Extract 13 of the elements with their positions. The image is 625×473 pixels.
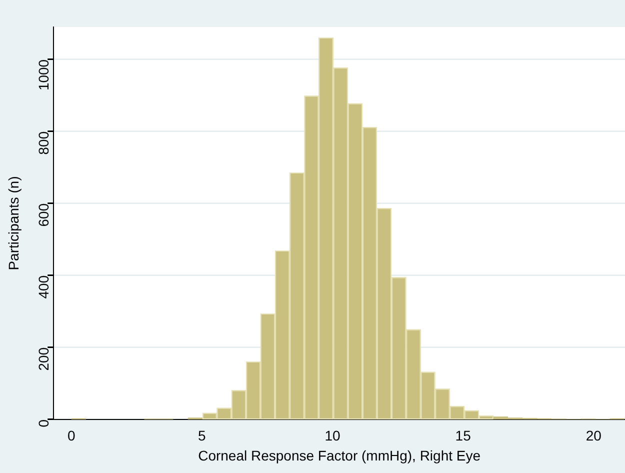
x-tick-label: 0	[67, 428, 76, 444]
y-tick-label: 200	[35, 347, 52, 371]
y-tick-label: 0	[35, 419, 52, 428]
x-axis-title: Corneal Response Factor (mmHg), Right Eye	[198, 447, 481, 464]
x-tick-label: 15	[455, 428, 472, 444]
x-tick-label: 20	[586, 428, 602, 444]
y-tick-label: 1000	[35, 59, 52, 91]
y-tick-label: 400	[35, 275, 52, 299]
y-tick-label: 800	[35, 131, 52, 155]
y-tick-label: 600	[35, 203, 52, 227]
x-tick-label: 5	[198, 428, 206, 444]
x-tick-label: 10	[324, 428, 341, 444]
y-axis-title: Participants (n)	[5, 176, 22, 270]
